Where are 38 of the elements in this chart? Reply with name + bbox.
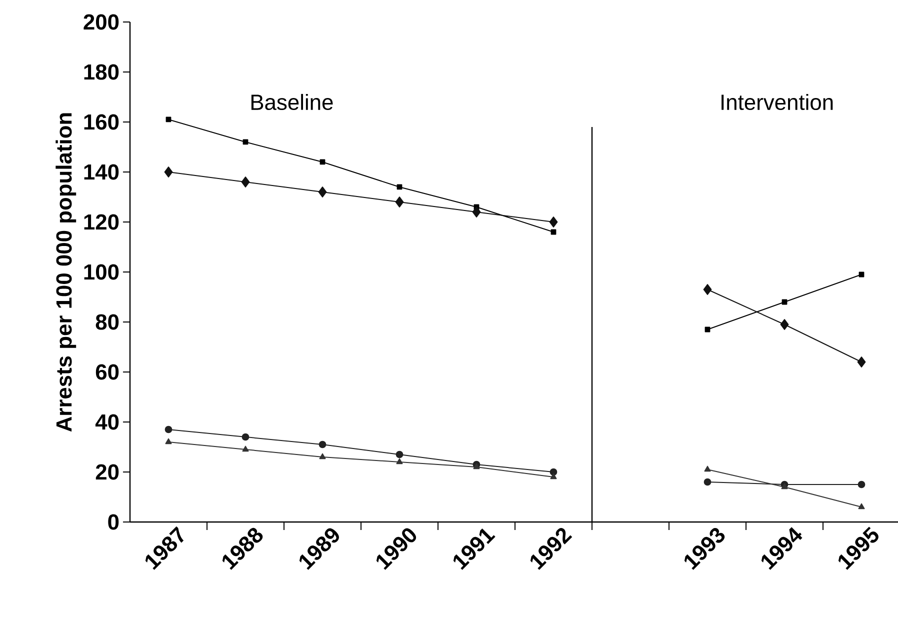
y-tick-label: 180 [84,64,119,80]
y-tick-label: 160 [84,114,119,130]
point [164,166,173,178]
y-tick-label: 60 [96,364,119,380]
point [703,284,712,295]
point [704,478,712,486]
point [780,319,789,330]
point [242,446,249,452]
point [396,458,403,464]
y-tick-label: 80 [96,314,119,330]
point [858,503,865,510]
y-tick-label: 140 [84,164,119,180]
point [858,480,866,488]
annotation: Baseline [251,94,333,110]
point [704,466,711,472]
point [165,438,172,444]
point [319,453,326,460]
y-tick-label: 100 [84,264,119,280]
y-tick-label: 200 [84,14,119,30]
point [318,186,327,198]
point [781,483,788,490]
y-axis-title: Arrests per 100 000 population [56,113,76,432]
y-tick-label: 0 [108,514,119,530]
point [164,426,172,434]
y-tick-label: 20 [96,464,119,480]
point [396,450,404,458]
point [242,433,250,441]
point [318,440,326,448]
point [857,356,866,368]
point [395,196,404,208]
point [550,473,557,480]
point [473,463,480,470]
point [549,216,558,228]
point [241,176,250,188]
y-tick-label: 120 [84,214,119,230]
annotation: Intervention [722,94,833,110]
point [472,206,481,218]
y-tick-label: 40 [95,414,119,430]
